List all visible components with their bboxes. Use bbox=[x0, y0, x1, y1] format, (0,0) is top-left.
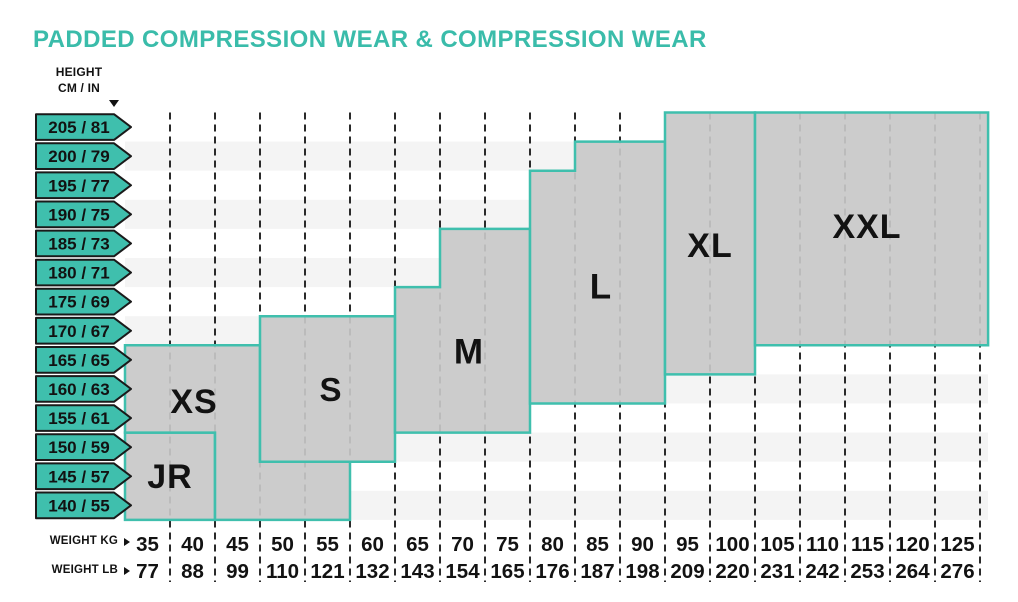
weight-kg-value: 40 bbox=[181, 533, 204, 556]
size-label-xl: XL bbox=[687, 227, 732, 265]
height-label-arrow bbox=[35, 491, 132, 520]
size-label-xxl: XXL bbox=[832, 208, 901, 246]
weight-lb-value: 154 bbox=[445, 560, 480, 583]
height-label-arrow bbox=[35, 113, 132, 141]
height-label: 160 / 63 bbox=[48, 380, 109, 399]
height-label: 150 / 59 bbox=[48, 438, 109, 457]
weight-kg-value: 35 bbox=[136, 533, 159, 556]
weight-lb-caption: WEIGHT LB bbox=[51, 564, 118, 576]
weight-kg-value: 110 bbox=[806, 533, 839, 556]
weight-kg-value: 105 bbox=[760, 533, 794, 556]
weight-kg-value: 115 bbox=[851, 533, 884, 556]
height-label-arrow bbox=[35, 229, 132, 258]
weight-kg-value: 55 bbox=[316, 533, 339, 556]
height-label: 175 / 69 bbox=[48, 293, 109, 312]
height-label-arrow bbox=[35, 346, 132, 374]
weight-kg-value: 120 bbox=[895, 533, 929, 556]
height-label-arrow bbox=[35, 433, 132, 461]
size-region-xxl bbox=[753, 111, 990, 347]
size-label-l: L bbox=[590, 268, 612, 307]
height-header-line1: HEIGHT bbox=[55, 65, 103, 79]
height-label-arrow bbox=[35, 462, 132, 491]
height-header-line2: CM / IN bbox=[57, 80, 101, 95]
height-label: 185 / 73 bbox=[48, 234, 109, 253]
height-label-arrow bbox=[35, 171, 132, 200]
height-label-arrow bbox=[35, 142, 132, 170]
weight-kg-value: 85 bbox=[586, 533, 609, 556]
weight-kg-value: 50 bbox=[271, 533, 294, 556]
size-region-s bbox=[258, 314, 397, 463]
weight-kg-value: 100 bbox=[715, 533, 749, 556]
weight-kg-value: 125 bbox=[940, 533, 974, 556]
weight-kg-value: 75 bbox=[496, 533, 519, 556]
height-label: 200 / 79 bbox=[48, 147, 109, 166]
size-label-m: M bbox=[454, 333, 484, 372]
down-arrow-icon bbox=[109, 100, 119, 107]
weight-lb-value: 231 bbox=[760, 560, 794, 583]
weight-lb-value: 242 bbox=[805, 560, 839, 583]
weight-lb-value: 132 bbox=[355, 560, 389, 583]
weight-lb-value: 276 bbox=[940, 560, 974, 583]
weight-lb-value: 88 bbox=[181, 560, 204, 583]
size-region-xl bbox=[663, 111, 757, 376]
size-label-jr: JR bbox=[147, 458, 192, 496]
height-label-arrow bbox=[35, 287, 132, 316]
size-label-s: S bbox=[319, 371, 342, 408]
weight-lb-value: 110 bbox=[266, 560, 299, 583]
weight-axis-values: 35 40 45 50 55 60 65 70 75 80 85 90 95 100 105 110 115 12… bbox=[136, 533, 975, 583]
height-label: 170 / 67 bbox=[48, 322, 109, 341]
chart-title: PADDED COMPRESSION WEAR & COMPRESSION WE… bbox=[33, 26, 707, 53]
weight-lb-value: 220 bbox=[715, 560, 749, 583]
right-arrow-icon bbox=[124, 567, 130, 575]
weight-kg-value: 90 bbox=[631, 533, 654, 556]
weight-kg-value: 45 bbox=[226, 533, 249, 556]
weight-kg-caption: WEIGHT KG bbox=[49, 535, 118, 547]
weight-lb-value: 143 bbox=[400, 560, 434, 583]
size-label-xs: XS bbox=[170, 383, 217, 421]
weight-lb-value: 187 bbox=[580, 560, 614, 583]
weight-lb-value: 77 bbox=[136, 560, 159, 583]
weight-kg-value: 80 bbox=[541, 533, 564, 556]
height-label: 205 / 81 bbox=[48, 118, 109, 137]
right-arrow-icon bbox=[124, 538, 130, 546]
weight-lb-value: 165 bbox=[490, 560, 524, 583]
weight-lb-value: 198 bbox=[625, 560, 659, 583]
weight-kg-value: 60 bbox=[361, 533, 384, 556]
height-axis-header: HEIGHT CM / IN bbox=[33, 65, 125, 96]
weight-lb-value: 209 bbox=[670, 560, 704, 583]
weight-lb-value: 121 bbox=[310, 560, 344, 583]
weight-lb-value: 253 bbox=[850, 560, 884, 583]
weight-kg-value: 70 bbox=[451, 533, 474, 556]
height-axis-labels: 205 / 81 200 / 79 195 / 77 190 / 75 185 / 73… bbox=[35, 113, 132, 520]
height-label-arrow bbox=[35, 258, 132, 287]
height-label: 195 / 77 bbox=[48, 176, 109, 195]
height-label: 165 / 65 bbox=[48, 351, 109, 370]
height-label: 145 / 57 bbox=[48, 467, 109, 486]
weight-lb-value: 99 bbox=[226, 560, 249, 583]
height-label: 190 / 75 bbox=[48, 205, 109, 224]
height-label: 180 / 71 bbox=[48, 264, 109, 283]
height-label-arrow bbox=[35, 200, 132, 229]
weight-lb-value: 264 bbox=[895, 560, 930, 583]
weight-kg-value: 95 bbox=[676, 533, 699, 556]
weight-kg-value: 65 bbox=[406, 533, 429, 556]
weight-lb-value: 176 bbox=[535, 560, 569, 583]
height-label-arrow bbox=[35, 375, 132, 403]
height-label: 140 / 55 bbox=[48, 496, 109, 515]
height-label-arrow bbox=[35, 404, 132, 432]
height-label: 155 / 61 bbox=[48, 409, 109, 428]
height-label-arrow bbox=[35, 316, 132, 345]
